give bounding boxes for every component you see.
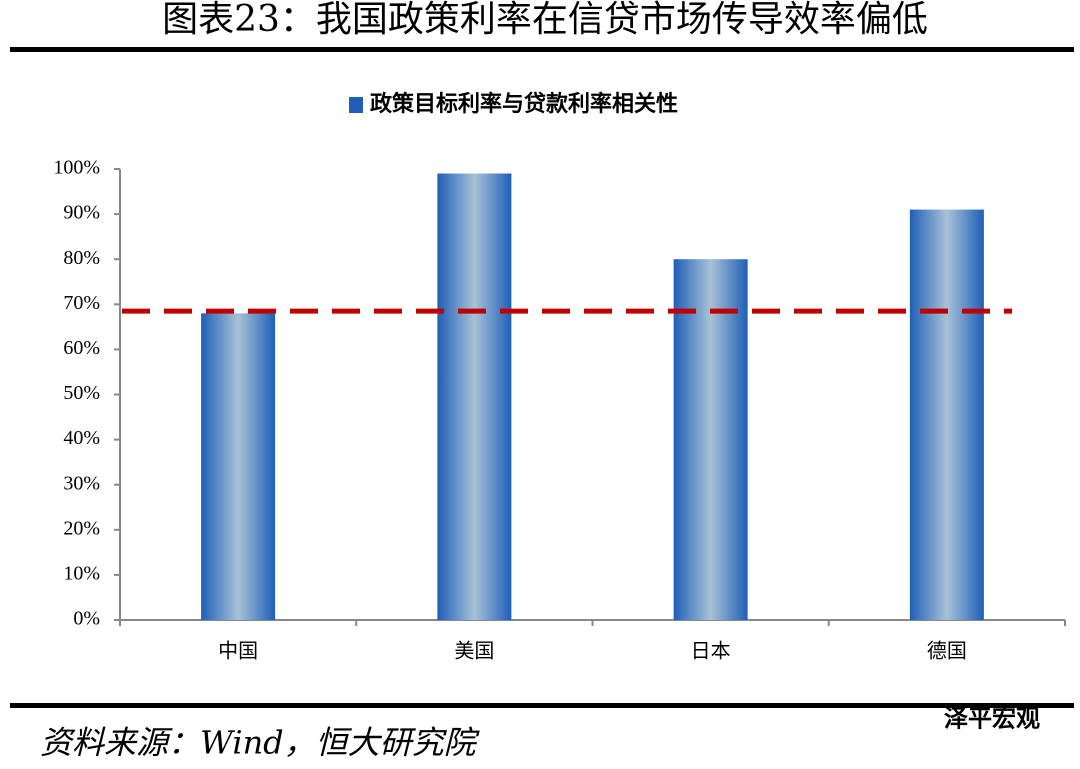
y-tick-label: 50% [63, 382, 100, 404]
y-tick-label: 40% [63, 427, 100, 449]
y-tick-label: 90% [63, 202, 100, 224]
x-tick-label: 美国 [454, 639, 494, 663]
page-title: 图表23：我国政策利率在信贷市场传导效率偏低 [162, 0, 928, 40]
y-tick-label: 70% [63, 292, 100, 314]
bar [201, 313, 276, 620]
y-tick-label: 30% [63, 472, 100, 494]
legend-label: 政策目标利率与贷款利率相关性 [370, 91, 678, 117]
x-tick-label: 日本 [691, 639, 731, 663]
legend-swatch [349, 97, 363, 113]
chart: 0% 10% 20% 30% 40% 50% 60% 70% 80% 90% 100% 中国 美国 日本 德… [53, 91, 1066, 663]
y-tick-label: 80% [63, 247, 100, 269]
footer-rule [10, 703, 1074, 708]
y-tick-label: 0% [73, 608, 100, 630]
bar [673, 259, 748, 620]
y-tick-label: 10% [63, 562, 100, 584]
bar [909, 209, 984, 620]
y-tick-label: 100% [53, 157, 100, 179]
x-tick-label: 中国 [218, 639, 258, 663]
y-tick-label: 60% [63, 337, 100, 359]
bar [437, 173, 512, 620]
y-tick-label: 20% [63, 517, 100, 539]
watermark: 泽平宏观 [944, 704, 1040, 733]
title-rule [10, 47, 1074, 52]
source-note: 资料来源：Wind，恒大研究院 [40, 724, 481, 762]
x-tick-label: 德国 [927, 639, 967, 663]
